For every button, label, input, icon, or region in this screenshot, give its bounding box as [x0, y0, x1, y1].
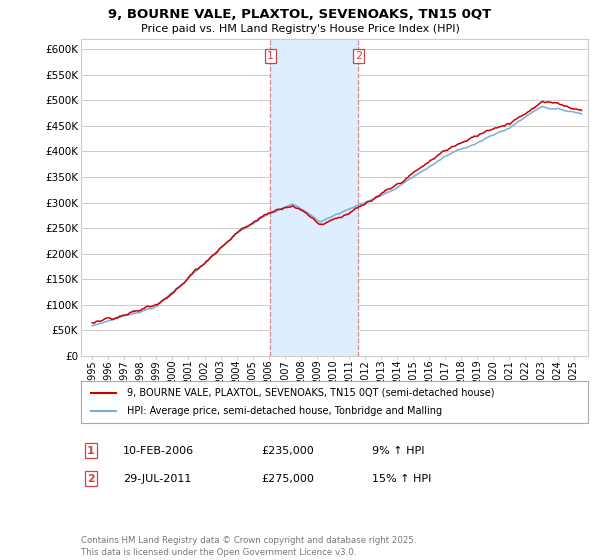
Bar — [271, 39, 358, 356]
Text: 1: 1 — [267, 51, 274, 61]
Text: £275,000: £275,000 — [261, 474, 314, 484]
Text: 10-FEB-2006: 10-FEB-2006 — [123, 446, 194, 456]
Text: 9, BOURNE VALE, PLAXTOL, SEVENOAKS, TN15 0QT (semi-detached house): 9, BOURNE VALE, PLAXTOL, SEVENOAKS, TN15… — [127, 388, 494, 398]
Text: Price paid vs. HM Land Registry's House Price Index (HPI): Price paid vs. HM Land Registry's House … — [140, 24, 460, 34]
Text: 9% ↑ HPI: 9% ↑ HPI — [372, 446, 425, 456]
Text: 2: 2 — [355, 51, 362, 61]
Text: 2: 2 — [87, 474, 95, 484]
Text: 9, BOURNE VALE, PLAXTOL, SEVENOAKS, TN15 0QT: 9, BOURNE VALE, PLAXTOL, SEVENOAKS, TN15… — [109, 8, 491, 21]
Text: 15% ↑ HPI: 15% ↑ HPI — [372, 474, 431, 484]
Text: 29-JUL-2011: 29-JUL-2011 — [123, 474, 191, 484]
Text: Contains HM Land Registry data © Crown copyright and database right 2025.
This d: Contains HM Land Registry data © Crown c… — [81, 536, 416, 557]
Text: HPI: Average price, semi-detached house, Tonbridge and Malling: HPI: Average price, semi-detached house,… — [127, 406, 442, 416]
Text: £235,000: £235,000 — [261, 446, 314, 456]
Text: 1: 1 — [87, 446, 95, 456]
